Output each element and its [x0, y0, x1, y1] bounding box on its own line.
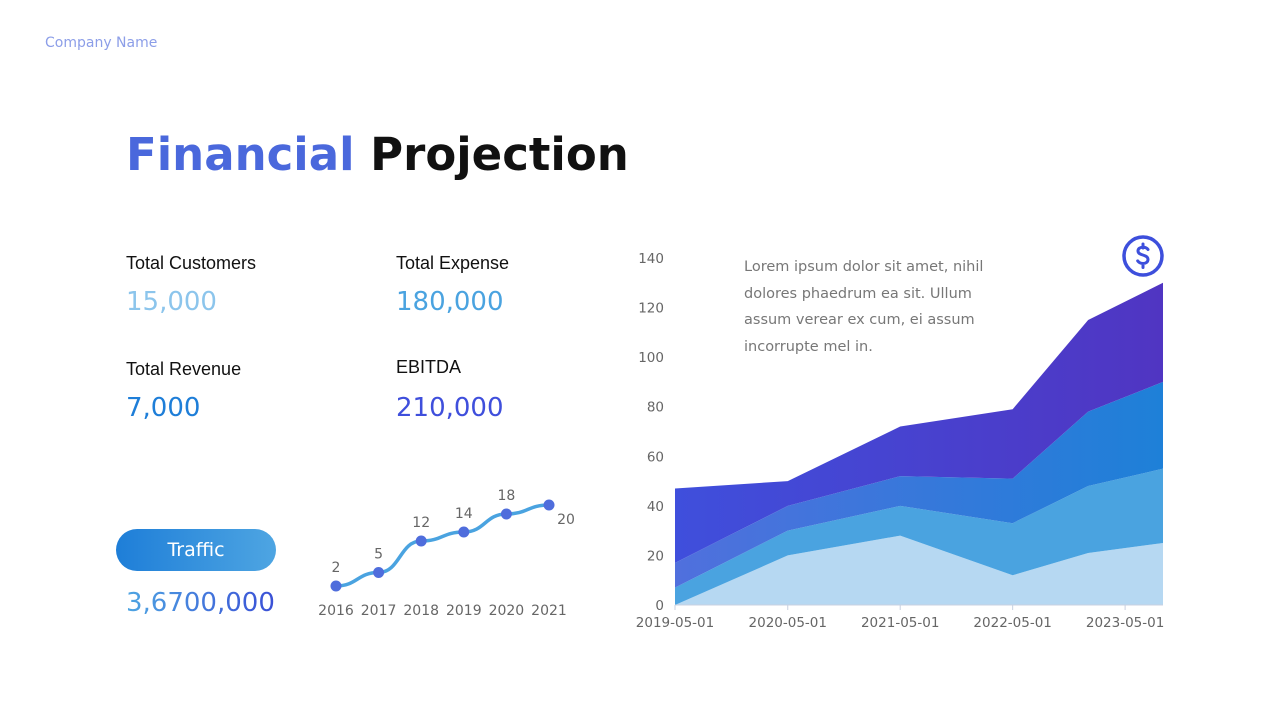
data-label: 18 — [497, 488, 515, 504]
kpi-label-ebitda: EBITDA — [396, 357, 462, 377]
description-text: Lorem ipsum dolor sit amet, nihil dolore… — [744, 259, 984, 355]
traffic-value: 3,6700,000 — [126, 588, 275, 618]
kpi-value-ebitda: 210,000 — [396, 393, 504, 423]
kpi-value-expense: 180,000 — [396, 287, 504, 317]
x-tick-label: 2020 — [489, 603, 525, 619]
kpi-label-revenue: Total Revenue — [126, 359, 242, 379]
title-rest: Projection — [370, 128, 629, 181]
x-tick-label: 2016 — [318, 603, 354, 619]
data-point-2020 — [500, 508, 512, 520]
x-tick-label: 2021-05-01 — [861, 615, 939, 631]
x-tick-label: 2019-05-01 — [636, 615, 714, 631]
area-series-2 — [675, 468, 1163, 605]
data-label: 5 — [374, 547, 383, 563]
data-point-2016 — [330, 580, 342, 592]
kpi-value-customers: 15,000 — [126, 287, 217, 317]
y-tick-label: 40 — [647, 499, 664, 515]
data-point-2021 — [543, 499, 555, 511]
page-title: Financial Projection — [126, 128, 629, 181]
data-label: 12 — [412, 515, 430, 531]
y-tick-label: 0 — [655, 598, 664, 614]
area-series-4 — [675, 282, 1163, 563]
kpi-label-expense: Total Expense — [396, 253, 510, 273]
kpi-value-revenue: 7,000 — [126, 393, 201, 423]
traffic-line — [335, 503, 550, 588]
data-label: 2 — [332, 560, 341, 576]
title-highlight: Financial — [126, 128, 355, 181]
dollar-circle-icon — [1122, 235, 1164, 277]
x-tick-label: 2018 — [403, 603, 439, 619]
data-point-2019 — [458, 526, 470, 538]
y-tick-label: 20 — [647, 548, 664, 564]
traffic-button[interactable]: Traffic — [116, 529, 276, 571]
y-tick-label: 80 — [647, 400, 664, 416]
company-name: Company Name — [45, 35, 158, 51]
x-tick-label: 2019 — [446, 603, 482, 619]
data-label: 14 — [455, 506, 473, 522]
financial-area-chart: 0 20 40 60 80 100 120 140 2019-05-01 2020-05-01 20… — [636, 251, 1165, 631]
y-tick-label: 140 — [638, 251, 664, 267]
area-series-3 — [675, 381, 1163, 588]
area-series-1 — [675, 535, 1163, 605]
y-tick-label: 120 — [638, 301, 664, 317]
x-tick-label: 2023-05-01 — [1086, 615, 1164, 631]
kpi-label-customers: Total Customers — [126, 253, 257, 273]
data-label: 20 — [557, 512, 575, 528]
x-tick-label: 2022-05-01 — [973, 615, 1051, 631]
data-point-2018 — [415, 535, 427, 547]
y-tick-label: 60 — [647, 449, 664, 465]
data-point-2017 — [373, 567, 385, 578]
x-tick-label: 2020-05-01 — [749, 615, 827, 631]
y-tick-label: 100 — [638, 350, 664, 366]
x-tick-label: 2021 — [531, 603, 567, 619]
x-tick-label: 2017 — [361, 603, 397, 619]
